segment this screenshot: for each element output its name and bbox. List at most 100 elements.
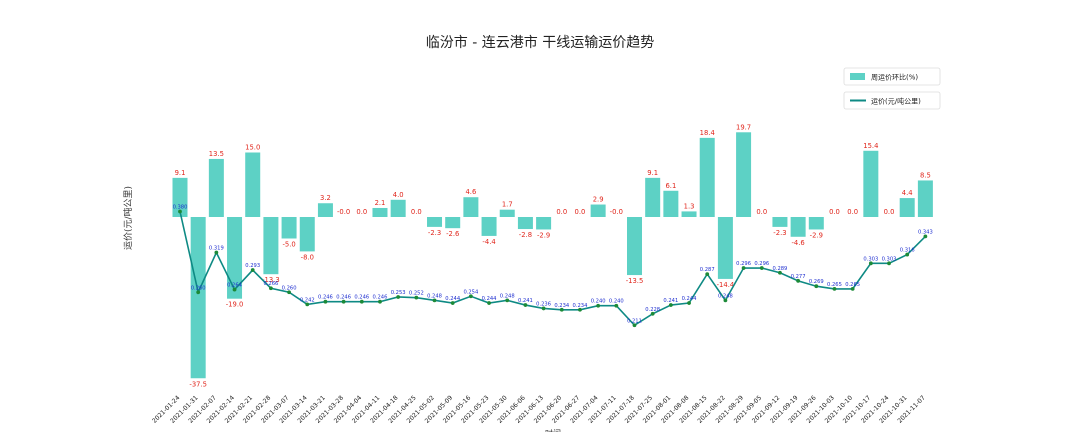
- bar: [917, 180, 933, 217]
- bar-value-label: 0.0: [884, 208, 895, 216]
- bar-value-label: -2.8: [519, 231, 532, 239]
- legend-bar-label: 周运价环比(%): [871, 73, 918, 82]
- price-point: [832, 287, 837, 291]
- price-point-label: 0.303: [882, 256, 897, 262]
- point-labels-layer: 0.3800.2600.3190.2640.2930.2660.2600.242…: [173, 205, 933, 325]
- bar-value-label: 3.2: [320, 194, 331, 202]
- bar: [227, 217, 243, 299]
- bar: [445, 217, 461, 229]
- price-point: [414, 295, 419, 300]
- price-point: [687, 301, 691, 305]
- price-point-label: 0.244: [482, 296, 498, 302]
- price-point-label: 0.316: [900, 248, 915, 254]
- bar: [790, 217, 806, 237]
- bar-value-label: -4.6: [791, 239, 804, 247]
- bar: [699, 137, 715, 217]
- price-point-label: 0.246: [318, 295, 333, 301]
- price-point: [541, 306, 546, 311]
- bar-value-label: 15.4: [863, 142, 878, 150]
- bar: [299, 217, 315, 252]
- price-point-label: 0.246: [373, 295, 388, 301]
- price-point-label: 0.296: [754, 261, 769, 267]
- price-point-label: 0.287: [700, 267, 715, 273]
- bar-value-label: 0.0: [756, 208, 767, 216]
- bar-value-label: -13.3: [262, 276, 280, 284]
- bar-value-label: -37.5: [189, 380, 207, 388]
- price-point: [287, 290, 291, 295]
- bar-value-label: 15.0: [245, 144, 260, 152]
- price-point: [468, 294, 473, 299]
- price-point: [432, 298, 437, 303]
- bar-value-label: 0.0: [575, 208, 586, 216]
- price-point: [178, 209, 182, 214]
- price-point-label: 0.248: [427, 293, 442, 299]
- price-point: [341, 299, 346, 304]
- price-point: [668, 303, 673, 307]
- bar-value-label: 1.7: [502, 201, 513, 209]
- price-point-label: 0.269: [809, 279, 824, 285]
- bar: [717, 217, 733, 279]
- bar-labels-layer: 9.1 -37.5 13.5 -19.0 15.0 -13.3 -5.0 -8.0 3.2 -0.…: [175, 123, 931, 388]
- bar-value-label: -14.4: [717, 281, 735, 289]
- price-point-label: 0.266: [263, 281, 278, 287]
- bar-value-label: 0.0: [411, 208, 422, 216]
- bar-value-label: 0.0: [847, 208, 858, 216]
- legend: 周运价环比(%) 运价(元/吨公里): [843, 67, 941, 110]
- price-point-label: 0.260: [282, 285, 297, 291]
- price-point-label: 0.253: [391, 290, 406, 296]
- price-point-label: 0.296: [736, 261, 751, 267]
- bar: [863, 150, 879, 217]
- bar-value-label: 2.1: [375, 199, 386, 207]
- bar: [736, 132, 752, 217]
- price-point: [250, 268, 255, 272]
- bar-value-label: 4.4: [902, 189, 913, 197]
- price-point-label: 0.380: [173, 205, 188, 211]
- price-point: [269, 286, 273, 291]
- price-point: [850, 287, 855, 291]
- bar-value-label: -0.0: [610, 208, 623, 216]
- bar-value-label: -4.4: [482, 238, 495, 246]
- price-point: [741, 266, 746, 270]
- bar-value-label: 4.6: [465, 188, 476, 196]
- price-point-label: 0.244: [445, 296, 461, 302]
- price-point-label: 0.246: [336, 295, 351, 301]
- bar-value-label: -2.3: [773, 229, 786, 237]
- price-point-label: 0.248: [500, 293, 515, 299]
- price-point: [214, 250, 219, 255]
- price-point-label: 0.242: [300, 297, 315, 303]
- price-point-label: 0.240: [609, 299, 624, 305]
- bar-value-label: 0.0: [829, 208, 840, 216]
- bar: [663, 190, 679, 217]
- price-point-label: 0.303: [863, 256, 878, 262]
- price-point-label: 0.293: [245, 263, 260, 269]
- price-point: [650, 311, 655, 316]
- price-point: [614, 303, 619, 308]
- bar-value-label: -8.0: [301, 253, 314, 261]
- price-point-label: 0.252: [409, 291, 424, 297]
- bar: [427, 217, 443, 227]
- price-point-label: 0.211: [627, 318, 642, 324]
- price-point-label: 0.241: [518, 298, 533, 304]
- price-point-label: 0.240: [591, 299, 606, 305]
- bars-layer: [172, 132, 933, 379]
- legend-bar-swatch: [850, 73, 865, 80]
- bar-value-label: -5.0: [282, 241, 295, 249]
- price-point: [359, 299, 364, 304]
- price-point: [305, 302, 310, 307]
- bar-value-label: 8.5: [920, 171, 931, 179]
- legend-line-label: 运价(元/吨公里): [871, 97, 921, 106]
- price-point: [923, 234, 928, 239]
- price-line: [179, 211, 926, 327]
- bar-value-label: 13.5: [209, 150, 224, 158]
- bar-value-label: 2.9: [593, 196, 604, 204]
- chart-title: 临汾市 - 连云港市 干线运输运价趋势: [426, 34, 654, 51]
- bar: [172, 177, 188, 217]
- price-point: [759, 266, 764, 270]
- bar: [772, 217, 788, 227]
- price-point-label: 0.236: [536, 301, 551, 307]
- price-point-label: 0.228: [645, 307, 660, 313]
- price-point-label: 0.241: [663, 298, 678, 304]
- price-point: [196, 290, 201, 295]
- bar: [645, 177, 661, 217]
- price-point-label: 0.246: [354, 295, 369, 301]
